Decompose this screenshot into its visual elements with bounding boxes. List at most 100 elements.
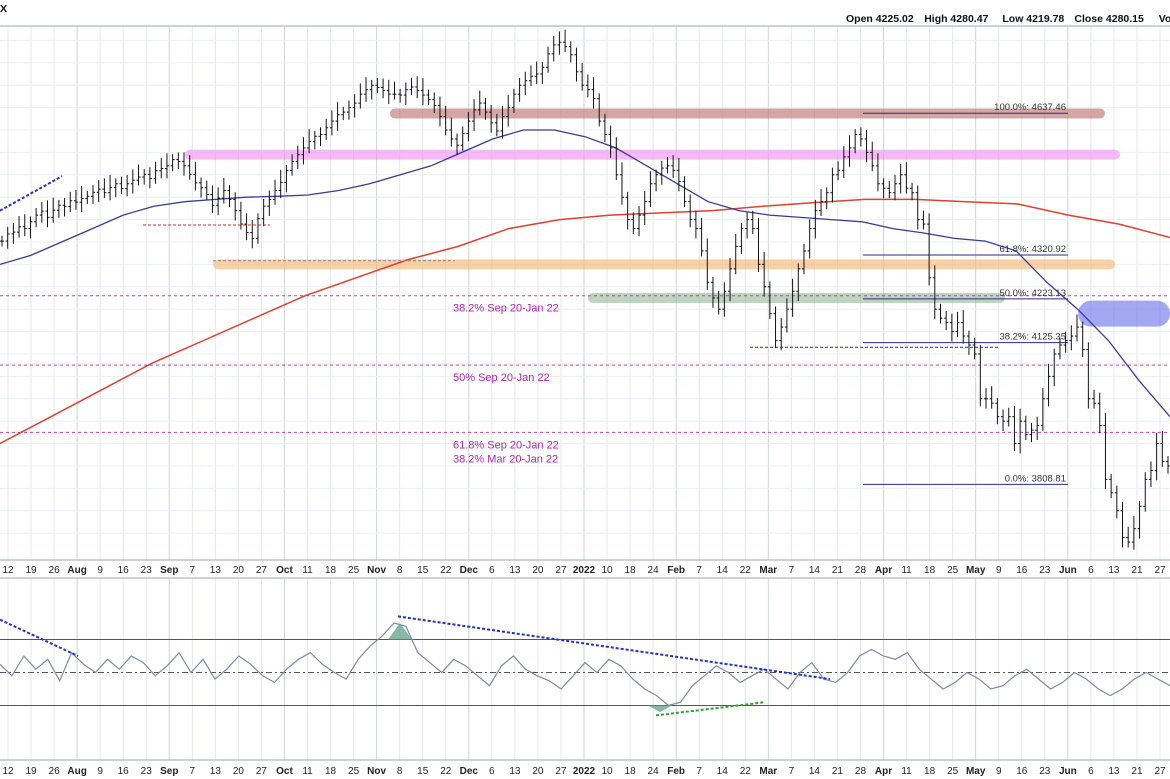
x-tick-label: 21 (1131, 766, 1143, 777)
x-axis-top: 12 19 26 Aug 9 16 23 Sep 7 13 20 27 Oct 11 18 25 Nov 8 15 2… (2, 565, 1166, 576)
x-tick-label: Feb (667, 565, 685, 576)
x-tick-label: 20 (532, 766, 544, 777)
retracement-label-2: 38.2% Mar 20-Jan 22 (453, 453, 558, 465)
x-tick-label: 22 (740, 766, 752, 777)
x-tick-label: 15 (417, 565, 429, 576)
x-tick-label: 6 (489, 565, 495, 576)
x-tick-label: 25 (947, 766, 959, 777)
retracement-label: 50% Sep 20-Jan 22 (453, 372, 550, 384)
x-tick-label: 9 (97, 565, 103, 576)
green-band (588, 292, 1005, 303)
x-tick-label: 12 (2, 766, 14, 777)
orange-band (213, 259, 1115, 270)
x-tick-label: Feb (667, 766, 685, 777)
x-tick-label: 24 (648, 766, 660, 777)
x-axis-bottom: 12 19 26 Aug 9 16 23 Sep 7 13 20 27 Oct 11 18 25 Nov 8 15 2… (2, 766, 1166, 777)
x-tick-label: 16 (118, 565, 130, 576)
x-tick-label: Nov (367, 766, 386, 777)
x-tick-label: 27 (256, 766, 268, 777)
x-tick-label: 7 (696, 565, 702, 576)
x-tick-label: 13 (210, 766, 222, 777)
x-tick-label: 21 (1131, 565, 1143, 576)
x-tick-label: 6 (1088, 565, 1094, 576)
ohlc-low: Low 4219.78 (1002, 13, 1064, 25)
pink-band (185, 149, 1120, 160)
fib-label: 38.2%: 4125.35 (999, 332, 1066, 343)
x-tick-label: 11 (302, 766, 313, 777)
trend-line-jul (0, 175, 63, 212)
x-tick-label: Aug (67, 565, 86, 576)
x-tick-label: 14 (809, 565, 821, 576)
price-bars (0, 29, 1170, 550)
x-tick-label: 18 (625, 766, 637, 777)
fibonacci-levels: 100.0%: 4637.46 61.8%: 4320.92 50.0%: 4223… (863, 102, 1068, 485)
x-tick-label: 11 (302, 565, 313, 576)
x-tick-label: Sep (160, 565, 178, 576)
retracement-lines: 38.2% Sep 20-Jan 22 50% Sep 20-Jan 22 61.8… (0, 295, 1170, 465)
x-tick-label: Nov (367, 565, 386, 576)
x-tick-label: 8 (397, 766, 403, 777)
x-tick-label: 10 (601, 565, 613, 576)
x-tick-label: 9 (996, 565, 1002, 576)
x-tick-label: 27 (1154, 766, 1166, 777)
rsi-oversold-fill (648, 705, 672, 713)
x-tick-label: 9 (996, 766, 1002, 777)
x-tick-label: 24 (648, 565, 660, 576)
x-tick-label: 11 (901, 766, 912, 777)
retracement-label: 38.2% Sep 20-Jan 22 (453, 303, 559, 315)
x-tick-label: 21 (832, 766, 844, 777)
x-tick-label: 28 (855, 766, 867, 777)
x-tick-label: 13 (1108, 766, 1120, 777)
x-tick-label: 11 (901, 565, 912, 576)
x-tick-label: Dec (460, 565, 479, 576)
x-tick-label: 18 (924, 766, 936, 777)
x-tick-label: 27 (256, 565, 268, 576)
x-tick-label: Sep (160, 766, 178, 777)
x-tick-label: Mar (759, 766, 777, 777)
annotation-lines (0, 175, 1000, 348)
fib-label: 61.8%: 4320.92 (999, 244, 1066, 255)
x-tick-label: Apr (875, 565, 892, 576)
rsi-trend-line-jul (0, 618, 79, 657)
x-tick-label: 26 (49, 565, 61, 576)
x-tick-label: 13 (1108, 565, 1120, 576)
moving-averages (0, 129, 1170, 445)
ohlc-header: Open 4225.02 High 4280.47 Low 4219.78 Close… (846, 13, 1170, 25)
x-tick-label: 7 (696, 766, 702, 777)
x-tick-label: Oct (276, 565, 293, 576)
x-tick-label: 21 (832, 565, 844, 576)
x-tick-label: Jun (1059, 766, 1077, 777)
fib-label: 0.0%: 3808.81 (1005, 473, 1066, 484)
x-tick-label: 7 (789, 766, 795, 777)
rsi-indicator (0, 615, 1170, 717)
x-tick-label: 25 (947, 565, 959, 576)
x-tick-label: Mar (759, 565, 777, 576)
rsi-overbought-fill (388, 623, 412, 640)
x-tick-label: Oct (276, 766, 293, 777)
x-tick-label: 23 (141, 766, 153, 777)
x-tick-label: Dec (460, 766, 479, 777)
fib-label: 100.0%: 4637.46 (994, 102, 1066, 113)
x-tick-label: 23 (1039, 565, 1051, 576)
x-tick-label: 18 (325, 565, 337, 576)
rsi-downtrend-line (397, 615, 831, 681)
x-tick-label: 23 (1039, 766, 1051, 777)
x-tick-label: 2022 (573, 565, 596, 576)
x-tick-label: 28 (855, 565, 867, 576)
x-tick-label: 14 (717, 766, 729, 777)
x-tick-label: 9 (97, 766, 103, 777)
x-tick-label: 19 (25, 565, 37, 576)
x-tick-label: 25 (348, 766, 360, 777)
ticker-fragment: X (0, 3, 7, 15)
x-tick-label: 13 (509, 766, 521, 777)
ma-50-line (0, 129, 1170, 418)
x-tick-label: 14 (809, 766, 821, 777)
x-tick-label: 16 (1016, 766, 1028, 777)
x-tick-label: 20 (233, 766, 245, 777)
x-tick-label: 20 (532, 565, 544, 576)
rsi-line (0, 622, 1170, 707)
x-tick-label: 12 (2, 565, 14, 576)
x-tick-label: Aug (67, 766, 86, 777)
